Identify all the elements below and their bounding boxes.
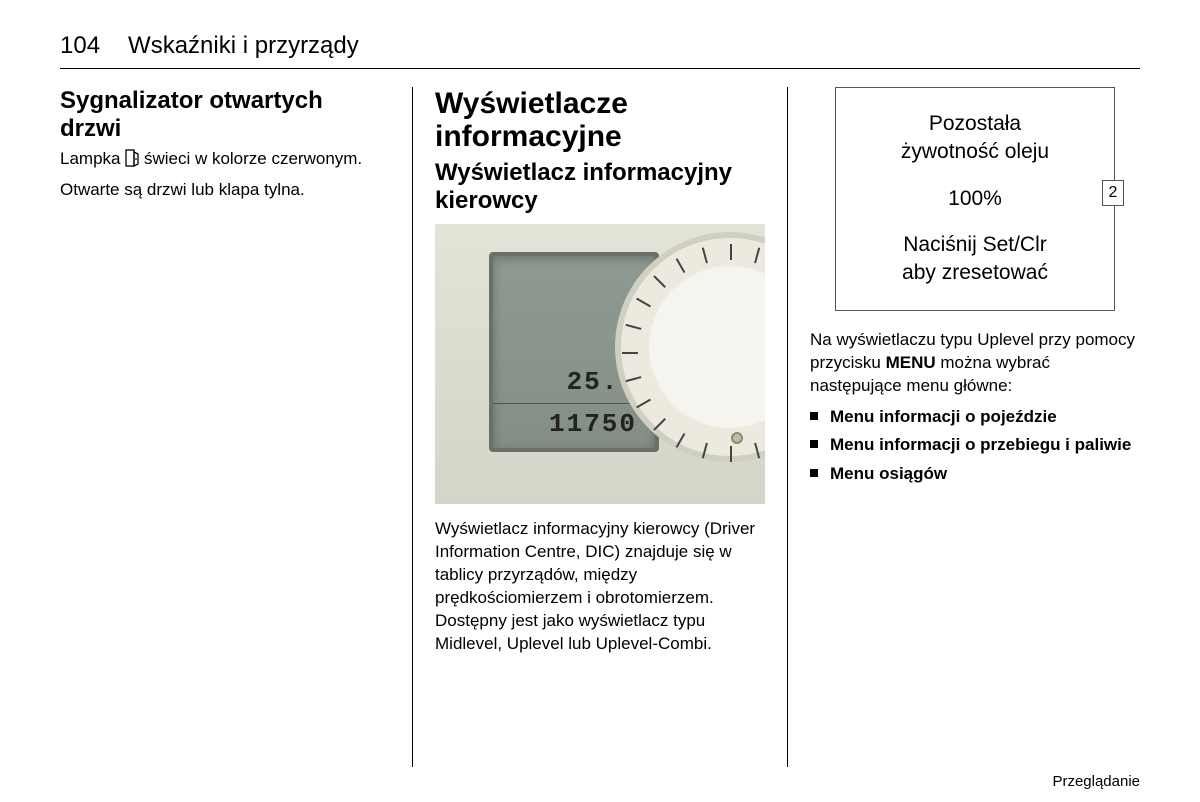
- chapter-title: Wskaźniki i przyrządy: [128, 32, 359, 60]
- col3-intro-bold: MENU: [886, 353, 936, 372]
- col2-sub-title: Wyświetlacz informacyjny kierowcy: [435, 159, 765, 214]
- page-header: 104 Wskaźniki i przyrządy: [60, 32, 1140, 69]
- gauge-tick: [653, 275, 666, 288]
- panel-line-2: żywotność oleju: [848, 138, 1102, 166]
- gauge-tick: [676, 258, 686, 273]
- col1-p1-after: świeci w kolorze czerwonym.: [144, 149, 362, 168]
- door-open-icon: [125, 149, 139, 167]
- col2-major-title: Wyświetlacze informacyjne: [435, 87, 765, 153]
- panel-value: 100%: [848, 185, 1102, 213]
- menu-item: Menu osiągów: [810, 463, 1140, 486]
- dic-reading-bottom: 11750: [493, 408, 637, 441]
- gauge-tick: [754, 248, 760, 264]
- gauge-tick: [636, 399, 651, 409]
- gauge-tick: [622, 352, 638, 354]
- panel-tab: 2: [1102, 180, 1124, 206]
- oil-life-panel: Pozostała żywotność oleju 100% Naciśnij …: [835, 87, 1115, 311]
- gauge-tick: [636, 298, 651, 308]
- column-2: Wyświetlacze informacyjne Wyświetlacz in…: [412, 87, 787, 767]
- panel-line-5: aby zresetować: [848, 259, 1102, 287]
- gauge-tick: [754, 443, 760, 459]
- dic-separator: [493, 403, 637, 404]
- gauge-tick: [730, 446, 732, 462]
- menu-item: Menu informacji o pojeździe: [810, 406, 1140, 429]
- menu-item: Menu informacji o przebiegu i paliwie: [810, 434, 1140, 457]
- panel-spacer-2: [848, 213, 1102, 231]
- gauge-tick: [702, 248, 708, 264]
- page-footer: Przeglądanie: [1052, 773, 1140, 790]
- col1-section-title: Sygnalizator otwartych drzwi: [60, 87, 390, 142]
- gauge-tick: [676, 433, 686, 448]
- panel-line-4: Naciśnij Set/Clr: [848, 231, 1102, 259]
- gauge-tick: [625, 324, 641, 330]
- oil-life-panel-wrap: Pozostała żywotność oleju 100% Naciśnij …: [810, 87, 1140, 311]
- gauge-tick: [653, 418, 666, 431]
- column-1: Sygnalizator otwartych drzwi Lampka świe…: [60, 87, 412, 767]
- gauge-tick: [730, 244, 732, 260]
- col2-caption: Wyświetlacz informacyjny kierowcy (Drive…: [435, 518, 765, 656]
- panel-spacer-1: [848, 167, 1102, 185]
- gauge-tick: [625, 376, 641, 382]
- menu-list: Menu informacji o pojeździe Menu informa…: [810, 406, 1140, 487]
- gauge-tick: [702, 443, 708, 459]
- panel-line-1: Pozostała: [848, 110, 1102, 138]
- dashboard-illustration: 25.7 11750: [435, 224, 765, 504]
- col1-p1-before: Lampka: [60, 149, 125, 168]
- col1-para-1: Lampka świeci w kolorze czerwonym.: [60, 148, 390, 171]
- page-number: 104: [60, 32, 100, 60]
- columns-container: Sygnalizator otwartych drzwi Lampka świe…: [60, 87, 1140, 767]
- col1-para-2: Otwarte są drzwi lub klapa tylna.: [60, 179, 390, 202]
- column-3: Pozostała żywotność oleju 100% Naciśnij …: [787, 87, 1140, 767]
- dic-reading-top: 25.7: [493, 366, 637, 399]
- col3-intro: Na wyświetlaczu typu Uplevel przy pomocy…: [810, 329, 1140, 398]
